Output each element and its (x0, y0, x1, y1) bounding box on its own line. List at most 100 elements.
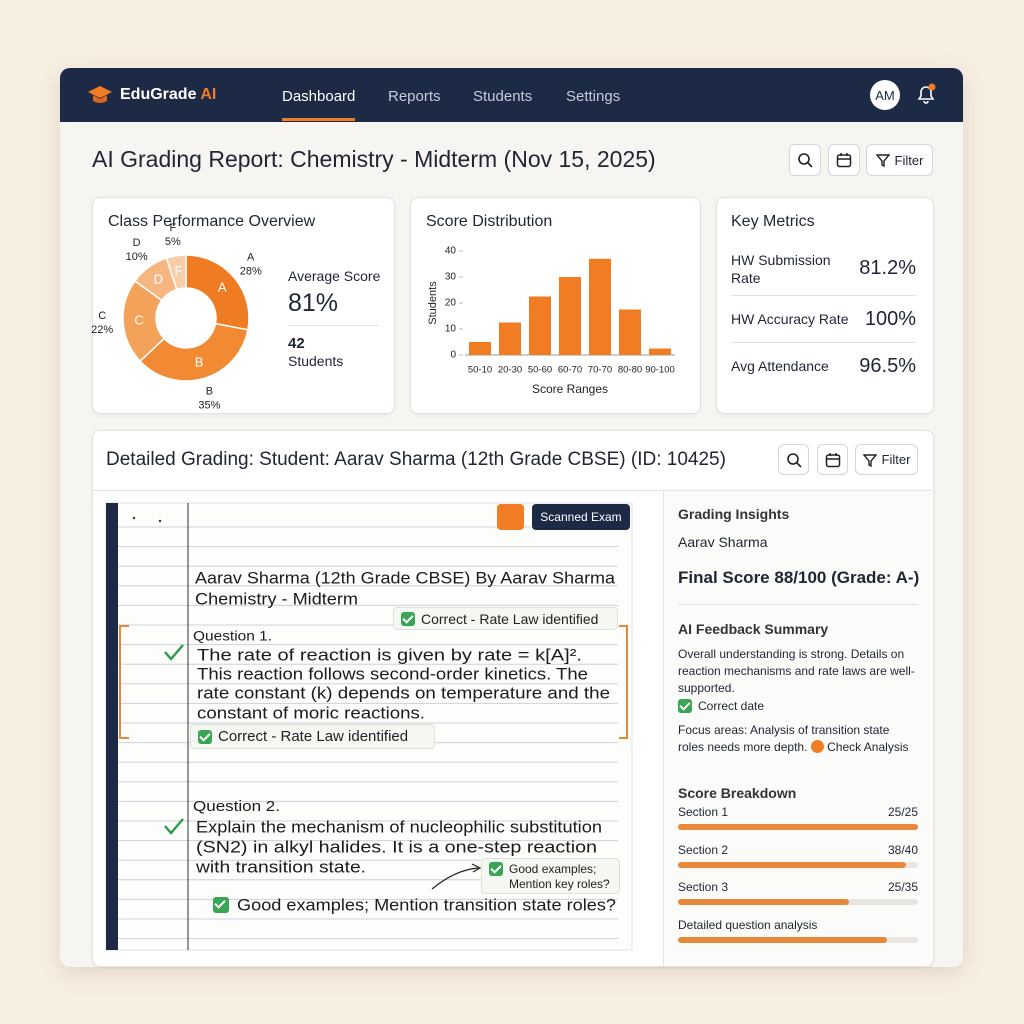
answer-line: This reaction follows second-order kinet… (197, 664, 588, 683)
y-tick-label: 40 (445, 246, 457, 257)
brand-accent: AI (200, 86, 217, 103)
stat-label: Average Score (288, 268, 381, 284)
check-icon (489, 862, 503, 876)
card-title: Key Metrics (731, 213, 815, 230)
progress-bar (678, 861, 906, 868)
slice-value: 28% (240, 265, 262, 277)
answer-line: Explain the mechanism of nucleophilic su… (196, 817, 602, 836)
filter-button[interactable]: Filter (855, 444, 918, 475)
answer-line: The rate of reaction is given by rate = … (197, 645, 582, 664)
section-score: 25/35 (887, 880, 918, 894)
filter-label: Filter (881, 452, 911, 467)
divider (678, 604, 918, 605)
final-comment: Good examples; Mention transition state … (237, 895, 616, 914)
pie-slice (185, 254, 250, 331)
y-tick-label: 30 (445, 272, 457, 283)
search-icon (798, 153, 813, 168)
paper-lines (118, 526, 618, 940)
check-icon (198, 729, 212, 744)
card-title: Class Performance Overview (108, 213, 316, 230)
card-title: Score Distribution (426, 213, 553, 230)
pie-slice (165, 254, 187, 291)
bell-icon[interactable] (914, 82, 938, 106)
insights-panel (663, 491, 933, 966)
bar (499, 322, 521, 355)
focus-areas: Focus areas: Analysis of transition stat… (678, 723, 890, 754)
expand-button[interactable] (497, 504, 524, 530)
x-axis-label: Score Ranges (532, 382, 608, 396)
distribution-card (410, 197, 701, 414)
progress-bar (678, 937, 887, 943)
paper-binding (106, 503, 118, 950)
brand-name: EduGrade (120, 86, 197, 103)
filter-button[interactable]: Filter (866, 144, 933, 176)
slice-letter: A (218, 279, 227, 294)
section-name: Detailed question analysis (678, 918, 818, 932)
calendar-button[interactable] (817, 444, 848, 475)
nav-link[interactable]: Reports (388, 88, 441, 105)
calendar-icon (836, 153, 852, 168)
paper-dot (158, 519, 162, 523)
divider (731, 295, 916, 296)
slice-value: 35% (198, 400, 220, 412)
search-icon (786, 452, 802, 468)
x-tick-label: 20-30 (498, 365, 522, 376)
section-score: 38/40 (887, 842, 918, 857)
x-tick-label: 70-70 (588, 365, 612, 376)
progress-bar (678, 899, 850, 905)
x-tick-label: 50-60 (528, 365, 552, 376)
insights-title: Grading Insights (678, 506, 790, 522)
search-button[interactable] (778, 444, 809, 475)
slice-letter: F (175, 263, 183, 278)
nav-link[interactable]: Settings (566, 88, 621, 105)
slice-label: A (247, 251, 255, 263)
check-icon (678, 699, 692, 713)
correct-note: Correct date (678, 699, 764, 713)
navbar (60, 68, 963, 122)
tag-text: Correct - Rate Law identified (218, 728, 409, 745)
progress-bar (678, 824, 918, 830)
ai-note: Good examples; Mention key roles? (481, 858, 620, 894)
bar (589, 258, 611, 355)
answer-line: (SN2) in alkyl halides. It is a one-step… (196, 837, 597, 856)
filter-icon (862, 453, 877, 467)
brand[interactable]: EduGrade AI (120, 87, 216, 103)
check-icon (401, 611, 415, 626)
check-icon (213, 897, 229, 913)
note-text: Correct date (698, 699, 765, 713)
focus-dot (810, 740, 824, 753)
metric-value: 96.5% (859, 355, 916, 377)
page-title: AI Grading Report: Chemistry - Midterm (… (92, 146, 656, 172)
nav-link[interactable]: Dashboard (282, 88, 356, 105)
note-line: Good examples; (509, 862, 597, 876)
question-label: Question 2. (193, 798, 280, 815)
filter-icon (875, 154, 890, 167)
stat-label: Students (288, 353, 344, 369)
detail-title: Detailed Grading: Student: Aarav Sharma … (106, 449, 726, 470)
section-name: Section 3 (678, 880, 729, 894)
pie-slice (139, 322, 249, 382)
avatar[interactable]: AM (870, 80, 900, 110)
search-button[interactable] (789, 144, 821, 176)
active-underline (282, 118, 355, 121)
focus-action[interactable]: Check Analysis (827, 740, 909, 754)
divider (92, 490, 932, 491)
slice-label: B (206, 386, 213, 398)
calendar-button[interactable] (828, 144, 860, 176)
tag-text: Correct - Rate Law identified (421, 610, 599, 627)
final-score: Final Score 88/100 (Grade: A-) (678, 568, 920, 587)
slice-value: 22% (91, 324, 113, 336)
nav-link[interactable]: Students (473, 88, 533, 105)
bar (559, 277, 581, 355)
metric-label: Avg Attendance (731, 358, 829, 374)
slice-value: 5% (165, 236, 181, 248)
highlight-bracket (119, 625, 628, 739)
y-tick-label: 10 (445, 324, 457, 335)
filter-label: Filter (894, 152, 924, 168)
calendar-icon (825, 452, 840, 467)
metric-label: HW Accuracy Rate (731, 311, 849, 327)
focus-text: Focus areas: Analysis of transition stat… (678, 722, 918, 756)
y-axis-label: Students (427, 281, 439, 325)
